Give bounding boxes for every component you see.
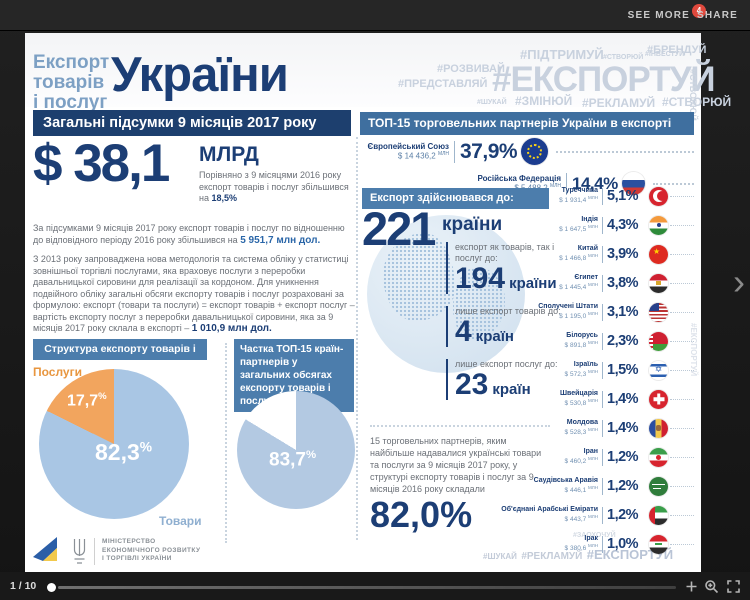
zoom-in-button[interactable] xyxy=(684,579,699,594)
share-button[interactable]: SHARE xyxy=(696,10,738,21)
ministry-logo-block: МІНІСТЕРСТВО ЕКОНОМІЧНОГО РОЗВИТКУ І ТОР… xyxy=(33,537,200,565)
flag-egypt-icon xyxy=(649,273,668,293)
hashtag: #СТВОРЮЙ xyxy=(603,54,644,61)
dotted-connector xyxy=(652,182,694,185)
exports-to-header: Експорт здійснювався до: xyxy=(362,188,549,209)
hashtag: #ЗМІНЮЙ xyxy=(515,94,573,108)
slide-top-band xyxy=(25,33,701,107)
trident-emblem-icon xyxy=(73,539,86,564)
note-text: 15 торговельних партнерів, яким найбільш… xyxy=(370,436,542,494)
magnifier-zoom-button[interactable] xyxy=(704,579,719,594)
hashtag: #БРЕНДУЙ xyxy=(647,44,707,56)
both-goods-services-block: експорт як товарів, так і послуг до: 194… xyxy=(446,242,557,294)
flag-moldova-icon xyxy=(649,418,668,438)
next-slide-arrow[interactable]: › xyxy=(733,261,745,302)
notification-badge[interactable]: 4 xyxy=(692,4,706,18)
structure-chart-header: Структура експорту товарів і послуг xyxy=(33,339,207,376)
flag-eu-icon xyxy=(521,138,549,165)
partner-row: Швейцарія $ 530,8 МЛН 1,4% xyxy=(528,386,694,412)
hashtag: #РЕКЛАМУЙ xyxy=(582,96,656,110)
flag-belarus-icon xyxy=(649,331,668,351)
flag-iran-icon xyxy=(649,447,668,467)
top15-share-pct-value: 83,7% xyxy=(269,449,317,471)
hashtag: #ПІДТРИМУЙ xyxy=(520,47,604,62)
comparison-text: Порівняно з 9 місяцями 2016 року експорт… xyxy=(199,170,349,203)
flag-china-icon xyxy=(649,244,668,264)
flag-saudi-arabia-icon xyxy=(649,476,668,496)
see-more-button[interactable]: SEE MORE xyxy=(627,10,690,21)
paragraph-1: За підсумками 9 місяців 2017 року експор… xyxy=(33,223,345,246)
viewer-bottombar: 1 / 10 xyxy=(0,572,750,600)
partner-row: Саудівська Аравія $ 446,1 МЛН 1,2% xyxy=(528,473,694,499)
top15-share-pie-chart: 83,7% xyxy=(237,391,355,509)
hashtag-vertical: #ЕКСПОРТУЙ xyxy=(689,323,698,377)
partner-row: Індія $ 1 647,5 МЛН 4,3% xyxy=(528,212,694,238)
hashtag-main: #ЕКСПОРТУЙ xyxy=(492,60,716,99)
logo-divider xyxy=(94,537,95,565)
top15-panel-header: ТОП-15 торговельних партнерів України в … xyxy=(360,112,694,153)
dotted-separator-horizontal xyxy=(370,425,550,427)
flag-russia-icon xyxy=(621,172,645,195)
hashtag: #РОЗВИВАЙ xyxy=(437,63,505,75)
slide-subtitle: Експорт товарів і послуг xyxy=(33,52,110,113)
partner-row: Туреччина $ 1 931,4 МЛН 5,1% xyxy=(528,183,694,209)
hashtag: #СТВОРЮЙ xyxy=(662,95,732,109)
fullscreen-button[interactable] xyxy=(726,579,741,594)
structure-pie-chart: 17,7% 82,3% xyxy=(39,369,189,519)
note-pct-value: 82,0% xyxy=(370,494,473,535)
partner-row: Ірак $ 380,6 МЛН 1,0% xyxy=(528,531,694,557)
total-countries-unit: країни xyxy=(442,214,503,235)
flag-iraq-icon xyxy=(649,534,668,554)
hashtag: #ІНВЕСТУЙ xyxy=(645,51,685,58)
partner-row: Іран $ 460,2 МЛН 1,2% xyxy=(528,444,694,470)
partner-row: Сполучені Штати $ 1 195,0 МЛН 3,1% xyxy=(528,299,694,325)
summary-banner: Загальні підсумки 9 місяців 2017 року xyxy=(33,110,351,136)
partner-row: Молдова $ 528,3 МЛН 1,4% xyxy=(528,415,694,441)
dotted-separator-vertical xyxy=(225,343,227,543)
ministry-arrow-logo xyxy=(33,537,57,561)
partner-row: Ізраїль $ 572,3 МЛН 1,5% xyxy=(528,357,694,383)
ministry-name: МІНІСТЕРСТВО ЕКОНОМІЧНОГО РОЗВИТКУ І ТОР… xyxy=(102,538,201,563)
flag-turkey-icon xyxy=(649,186,668,206)
partner-row: Білорусь $ 891,8 МЛН 2,3% xyxy=(528,328,694,354)
partner-row: Єгипет $ 1 445,4 МЛН 3,8% xyxy=(528,270,694,296)
partner-row: Китай $ 1 466,8 МЛН 3,9% xyxy=(528,241,694,267)
hashtag: #ПРЕДСТАВЛЯЙ xyxy=(398,78,488,90)
goods-pct-value: 82,3% xyxy=(95,439,153,465)
partner-row-eu: Європейський Союз $ 14 436,2 МЛН 37,9% xyxy=(363,138,694,165)
amount-unit: МЛРД xyxy=(199,143,259,166)
hashtag: #ЗАОХОЧУЙ xyxy=(573,532,616,539)
flag-india-icon xyxy=(649,215,668,235)
flag-switzerland-icon xyxy=(649,389,668,409)
paragraph-2: З 2013 року запроваджена нова методологі… xyxy=(33,254,355,334)
goods-only-block: лише експорт товарів до: 4 країн xyxy=(446,306,561,347)
flag-uae-icon xyxy=(649,505,668,525)
slide-page: #ПІДТРИМУЙ #СТВОРЮЙ #ІНВЕСТУЙ #БРЕНДУЙ #… xyxy=(25,33,731,572)
slider-track[interactable] xyxy=(58,586,676,589)
services-pct-value: 17,7% xyxy=(67,391,107,410)
goods-slice-label: Товари xyxy=(159,514,202,528)
flag-usa-icon xyxy=(649,302,668,322)
partner-list: Туреччина $ 1 931,4 МЛН 5,1% Індія $ 1 647… xyxy=(501,183,694,557)
viewer-topbar: SEE MORE 4 SHARE xyxy=(0,0,750,30)
page-indicator: 1 / 10 xyxy=(10,580,37,592)
total-countries-value: 221 xyxy=(362,202,436,255)
dotted-separator-vertical xyxy=(356,137,358,540)
services-slice-label: Послуги xyxy=(33,365,82,379)
slider-knob[interactable] xyxy=(47,583,56,592)
hashtag: #ШУКАЙ xyxy=(477,99,507,106)
services-only-block: лише експорт послуг до: 23 країн xyxy=(446,359,558,400)
dotted-connector xyxy=(556,150,694,153)
slide-title: України xyxy=(111,48,289,102)
total-export-amount: $ 38,1 xyxy=(33,134,170,193)
flag-israel-icon xyxy=(649,360,668,380)
hashtag-vertical: #СТВОРЮЙ xyxy=(688,69,698,121)
partner-row: Об'єднані Арабські Емірати $ 443,7 МЛН 1,… xyxy=(501,502,694,528)
